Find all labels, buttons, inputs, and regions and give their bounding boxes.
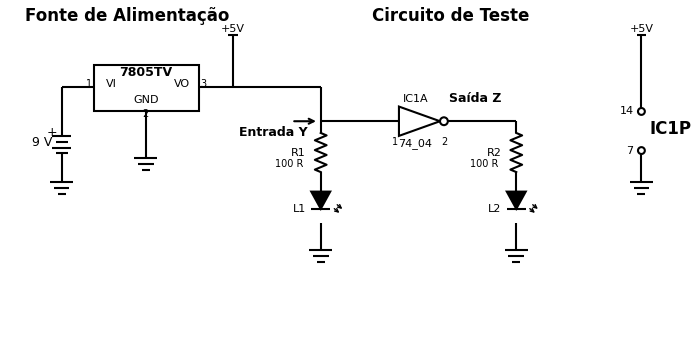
Text: 2: 2 <box>441 137 447 147</box>
Text: R2: R2 <box>486 147 502 158</box>
Text: 2: 2 <box>143 110 149 119</box>
Circle shape <box>440 117 448 125</box>
Text: R1: R1 <box>291 147 306 158</box>
Text: L1: L1 <box>293 204 306 214</box>
Text: +5V: +5V <box>629 25 653 34</box>
Text: +5V: +5V <box>220 25 245 34</box>
Text: Entrada Y: Entrada Y <box>239 126 308 139</box>
Polygon shape <box>507 191 526 209</box>
Circle shape <box>638 147 645 154</box>
Text: 9 V: 9 V <box>32 136 52 149</box>
Text: 7805TV: 7805TV <box>119 66 172 79</box>
Text: 14: 14 <box>620 106 634 117</box>
Text: Saída Z: Saída Z <box>449 92 501 105</box>
Bar <box>94 64 199 111</box>
Text: 3: 3 <box>200 79 206 89</box>
Text: Fonte de Alimentação: Fonte de Alimentação <box>25 7 230 24</box>
Text: 1: 1 <box>86 79 92 89</box>
Circle shape <box>638 108 645 115</box>
Text: +: + <box>47 126 57 139</box>
Polygon shape <box>312 191 330 209</box>
Text: 7: 7 <box>626 146 634 155</box>
Text: Circuito de Teste: Circuito de Teste <box>372 7 529 24</box>
Text: IC1P: IC1P <box>649 120 691 138</box>
Text: VI: VI <box>106 79 117 89</box>
Text: 100 R: 100 R <box>275 159 303 169</box>
Text: IC1A: IC1A <box>402 94 428 104</box>
Polygon shape <box>399 106 440 136</box>
Text: 100 R: 100 R <box>470 159 498 169</box>
Text: VO: VO <box>174 79 190 89</box>
Text: L2: L2 <box>488 204 502 214</box>
Text: 74_04: 74_04 <box>398 138 433 149</box>
Text: 1: 1 <box>392 137 398 147</box>
Text: GND: GND <box>133 95 158 105</box>
